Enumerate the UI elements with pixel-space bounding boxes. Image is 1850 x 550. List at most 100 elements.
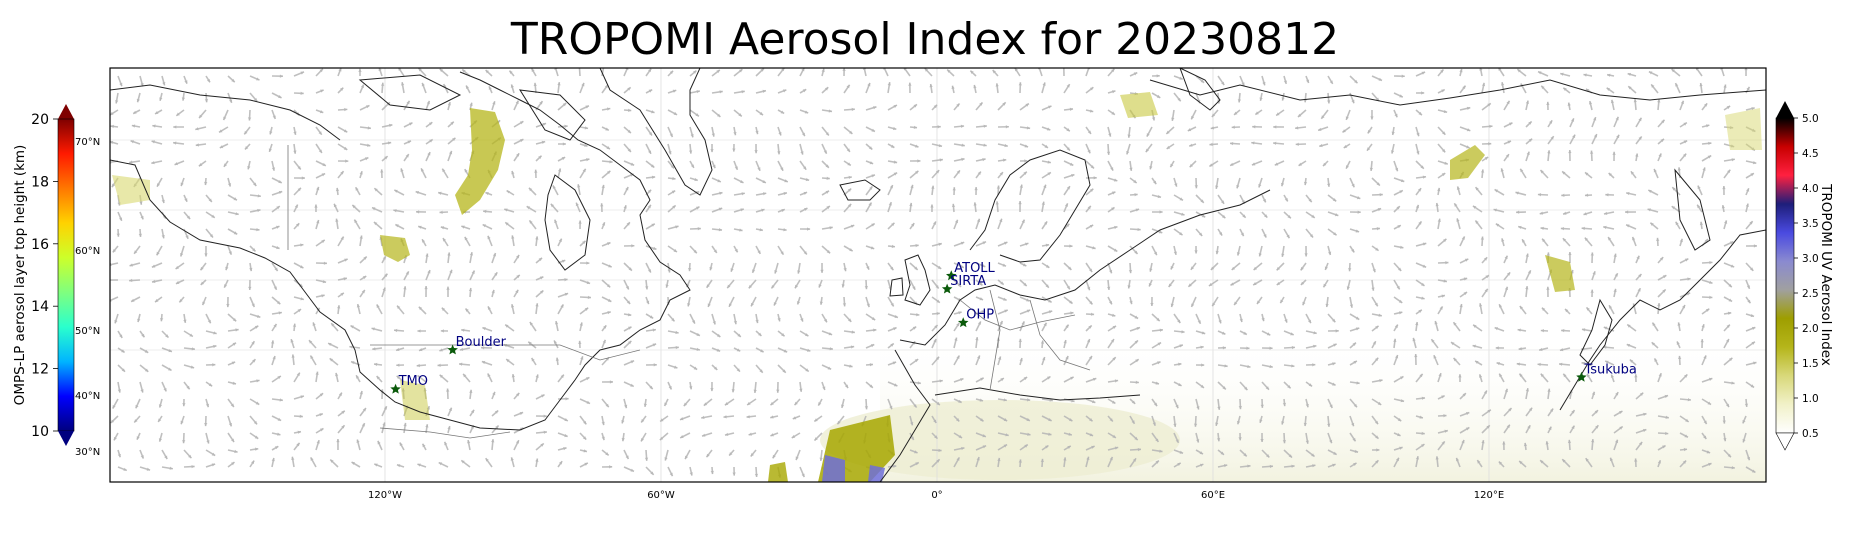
wind-arrow-head — [957, 283, 962, 287]
wind-arrow-head — [672, 89, 677, 93]
wind-arrow-head — [1723, 84, 1727, 88]
wind-arrow-head — [758, 332, 762, 336]
wind-arrow-head — [471, 270, 475, 275]
wind-arrow-head — [982, 434, 986, 438]
wind-arrow-head — [1332, 198, 1337, 202]
wind-arrow-head — [1752, 160, 1757, 165]
wind-arrow-head — [842, 303, 847, 307]
wind-arrow-head — [212, 363, 216, 367]
wind-arrow-head — [516, 274, 520, 279]
wind-arrow-head — [1230, 162, 1234, 166]
wind-arrow-head — [697, 226, 701, 231]
wind-arrow-head — [319, 413, 323, 417]
wind-arrow-head — [961, 143, 965, 147]
wind-arrow-head — [175, 280, 180, 284]
wind-arrow-head — [1751, 326, 1756, 331]
wind-arrow-head — [209, 234, 213, 238]
wind-arrow-head — [1478, 374, 1483, 378]
wind-arrow-head — [1303, 422, 1307, 427]
wind-arrow-head — [675, 225, 679, 229]
wind-arrow-head — [1236, 252, 1241, 256]
wind-arrow-head — [278, 190, 283, 195]
wind-arrow-head — [823, 318, 827, 323]
wind-arrow-head — [673, 248, 677, 253]
wind-arrow-head — [1132, 458, 1137, 462]
wind-arrow-head — [1418, 309, 1422, 313]
wind-arrow-head — [873, 328, 877, 332]
wind-arrow-shaft — [554, 68, 559, 77]
wind-arrow-head — [1149, 268, 1153, 272]
wind-arrow-head — [1682, 460, 1687, 464]
wind-arrow-head — [1516, 210, 1520, 214]
wind-arrow-head — [669, 472, 673, 477]
wind-arrow-head — [826, 206, 830, 210]
wind-arrow-head — [958, 311, 962, 315]
wind-arrow-head — [659, 436, 664, 441]
wind-arrow-head — [651, 175, 656, 179]
wind-arrow-head — [820, 269, 824, 273]
wind-arrow-head — [1420, 444, 1425, 448]
wind-arrow-head — [1134, 340, 1138, 344]
wind-arrow-head — [672, 205, 676, 209]
wind-arrow-head — [938, 448, 942, 453]
wind-arrow-head — [1562, 171, 1566, 175]
wind-arrow-head — [175, 265, 180, 270]
wind-arrow-head — [1516, 362, 1521, 366]
wind-arrow-head — [1284, 319, 1288, 323]
wind-arrow-head — [1703, 103, 1708, 107]
wind-arrow-head — [762, 89, 766, 94]
wind-arrow-head — [981, 310, 985, 314]
wind-arrow-head — [781, 208, 785, 213]
wind-arrow-head — [200, 266, 204, 271]
wind-arrow-head — [244, 146, 249, 150]
wind-arrow-head — [1345, 116, 1349, 120]
wind-arrow-head — [916, 313, 920, 317]
wind-arrow-head — [1475, 220, 1479, 224]
wind-arrow-head — [485, 70, 490, 74]
wind-arrow-head — [980, 418, 984, 422]
wind-arrow-head — [1298, 162, 1303, 166]
wind-arrow-head — [1093, 176, 1097, 180]
wind-arrow-head — [1545, 441, 1549, 445]
wind-arrow-head — [1400, 178, 1405, 183]
wind-arrow-head — [696, 332, 700, 336]
wind-arrow-head — [1211, 113, 1216, 118]
wind-arrow-head — [716, 113, 721, 117]
wind-arrow-head — [781, 68, 785, 72]
wind-arrow-head — [276, 245, 280, 250]
wind-arrow-head — [575, 202, 579, 207]
wind-arrow-head — [1260, 438, 1264, 443]
wind-arrow-head — [543, 414, 547, 418]
right-colorbar-top-arrow — [1776, 101, 1794, 118]
wind-arrow-head — [837, 420, 841, 425]
wind-arrow-head — [1684, 434, 1688, 438]
wind-arrow-head — [680, 417, 684, 421]
wind-arrow-head — [973, 202, 977, 206]
wind-arrow-head — [977, 355, 981, 359]
wind-arrow-head — [693, 70, 697, 74]
wind-arrow-head — [463, 373, 467, 378]
wind-arrow-head — [757, 167, 761, 171]
wind-arrow-head — [321, 294, 325, 298]
wind-arrow-head — [1590, 289, 1594, 293]
wind-arrow-head — [349, 345, 353, 349]
wind-arrow-head — [446, 286, 450, 290]
wind-arrow-head — [1210, 266, 1215, 270]
wind-arrow-head — [740, 179, 744, 183]
wind-arrow-head — [1550, 408, 1554, 413]
wind-arrow-head — [1086, 339, 1091, 343]
wind-arrow-head — [1353, 462, 1357, 467]
wind-arrow-head — [1179, 231, 1183, 236]
wind-arrow-head — [751, 302, 754, 307]
wind-arrow-head — [1475, 187, 1479, 191]
wind-arrow-head — [1276, 112, 1280, 116]
wind-arrow-head — [1584, 193, 1589, 197]
wind-arrow-head — [1112, 357, 1116, 361]
wind-arrow-head — [648, 132, 653, 136]
wind-arrow-head — [184, 198, 188, 202]
wind-arrow-head — [1518, 225, 1522, 230]
wind-arrow-head — [1189, 143, 1193, 147]
wind-arrow-head — [712, 164, 716, 169]
wind-arrow-head — [1234, 111, 1238, 115]
wind-arrow-head — [1397, 225, 1401, 229]
